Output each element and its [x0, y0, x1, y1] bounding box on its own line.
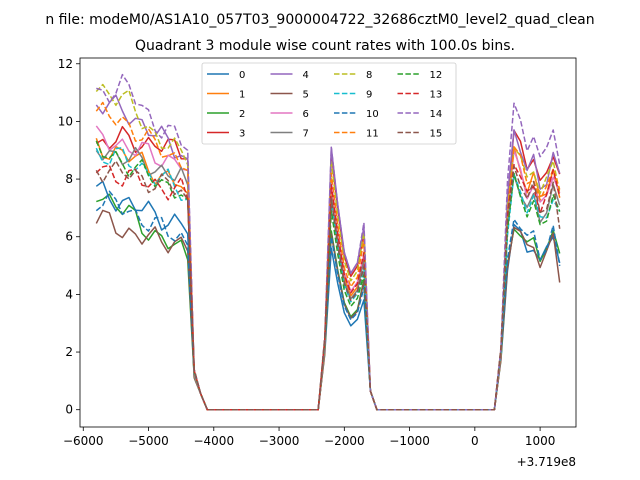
x-tick-label: 1000	[525, 434, 556, 448]
series-line-13	[95, 163, 561, 411]
x-offset-label: +3.719e8	[517, 455, 576, 469]
legend-label-1: 1	[239, 90, 245, 101]
x-tick-label: −1000	[389, 434, 430, 448]
y-tick-label: 8	[65, 172, 73, 186]
x-tick-label: −3000	[259, 434, 300, 448]
legend-label-8: 8	[366, 70, 372, 81]
legend-label-15: 15	[430, 129, 443, 140]
figure-suptitle: n file: modeM0/AS1A10_057T03_9000004722_…	[45, 12, 594, 28]
legend-label-3: 3	[239, 129, 245, 140]
chart-title: Quadrant 3 module wise count rates with …	[135, 38, 515, 54]
legend-label-10: 10	[366, 109, 379, 120]
y-tick-label: 0	[65, 403, 73, 417]
y-tick-label: 12	[58, 57, 73, 71]
series-line-8	[95, 83, 561, 411]
legend-label-12: 12	[430, 70, 443, 81]
legend-label-6: 6	[303, 109, 309, 120]
series-line-14	[96, 73, 561, 411]
legend-label-14: 14	[430, 109, 443, 120]
series-lines	[95, 73, 561, 411]
x-tick-label: −5000	[128, 434, 169, 448]
legend-frame	[201, 62, 457, 145]
y-tick-label: 2	[65, 345, 73, 359]
x-axis-ticks: −6000 −5000 −4000 −3000 −2000 −1000 0 1000	[63, 427, 555, 448]
legend-label-4: 4	[303, 70, 309, 81]
x-tick-label: 0	[471, 434, 479, 448]
y-tick-label: 6	[65, 230, 73, 244]
y-tick-label: 10	[58, 114, 73, 128]
x-tick-label: −6000	[63, 434, 104, 448]
legend-label-2: 2	[239, 109, 245, 120]
legend-label-9: 9	[366, 90, 372, 101]
legend-label-0: 0	[239, 70, 245, 81]
x-tick-label: −4000	[193, 434, 234, 448]
x-tick-label: −2000	[324, 434, 365, 448]
y-axis-ticks: 0 2 4 6 8 10 12	[58, 57, 80, 417]
series-line-15	[95, 160, 561, 411]
legend-label-13: 13	[430, 90, 443, 101]
legend-label-5: 5	[303, 90, 309, 101]
legend-label-11: 11	[366, 129, 379, 140]
legend-label-7: 7	[303, 129, 309, 140]
plot-frame	[79, 57, 577, 428]
y-tick-label: 4	[65, 287, 73, 301]
